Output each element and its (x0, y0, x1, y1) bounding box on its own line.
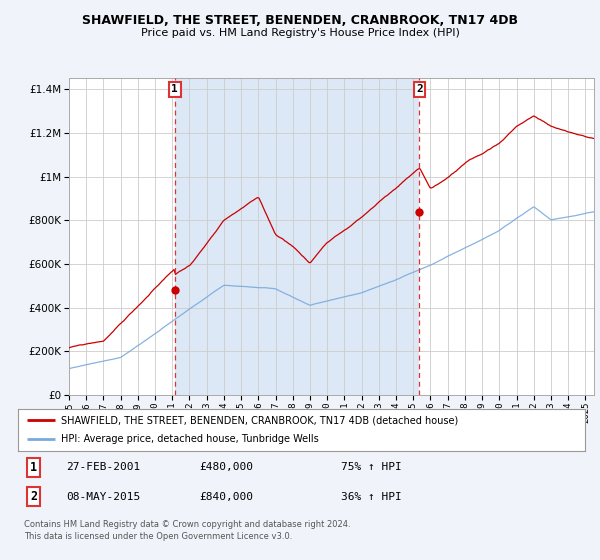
Text: 08-MAY-2015: 08-MAY-2015 (66, 492, 140, 502)
Text: This data is licensed under the Open Government Licence v3.0.: This data is licensed under the Open Gov… (24, 532, 292, 541)
Text: 1: 1 (31, 461, 37, 474)
Text: SHAWFIELD, THE STREET, BENENDEN, CRANBROOK, TN17 4DB: SHAWFIELD, THE STREET, BENENDEN, CRANBRO… (82, 14, 518, 27)
Text: £840,000: £840,000 (199, 492, 253, 502)
Bar (175, 78, 419, 395)
Text: 2: 2 (416, 85, 423, 95)
Text: Price paid vs. HM Land Registry's House Price Index (HPI): Price paid vs. HM Land Registry's House … (140, 28, 460, 38)
Text: Contains HM Land Registry data © Crown copyright and database right 2024.: Contains HM Land Registry data © Crown c… (24, 520, 350, 529)
Text: £480,000: £480,000 (199, 462, 253, 472)
Text: SHAWFIELD, THE STREET, BENENDEN, CRANBROOK, TN17 4DB (detached house): SHAWFIELD, THE STREET, BENENDEN, CRANBRO… (61, 415, 458, 425)
Text: 75% ↑ HPI: 75% ↑ HPI (341, 462, 402, 472)
Text: 2: 2 (31, 490, 37, 503)
Text: 1: 1 (172, 85, 178, 95)
Text: 36% ↑ HPI: 36% ↑ HPI (341, 492, 402, 502)
Text: HPI: Average price, detached house, Tunbridge Wells: HPI: Average price, detached house, Tunb… (61, 435, 318, 445)
Text: 27-FEB-2001: 27-FEB-2001 (66, 462, 140, 472)
